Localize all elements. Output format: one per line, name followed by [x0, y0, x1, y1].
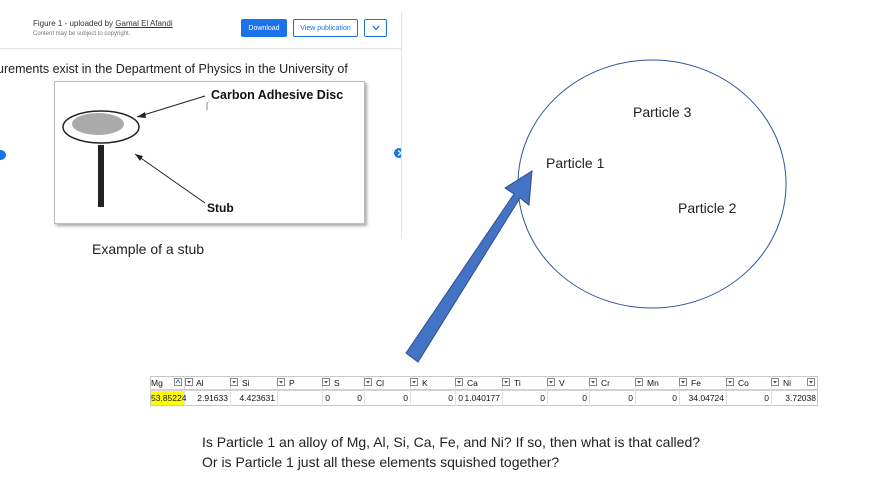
cell-ca-value[interactable]: 0: [458, 393, 463, 403]
filter-dropdown-icon[interactable]: [547, 378, 555, 386]
chevron-right-icon: [397, 150, 402, 156]
filter-dropdown-icon[interactable]: [679, 378, 687, 386]
viewer-edge: [401, 12, 402, 238]
stub-pointer-line: [134, 153, 206, 204]
question-line-1: Is Particle 1 an alloy of Mg, Al, Si, Ca…: [202, 434, 701, 450]
column-header-ti[interactable]: Ti: [502, 376, 547, 390]
sort-filter-icon[interactable]: [174, 378, 182, 386]
filter-dropdown-icon[interactable]: [322, 378, 330, 386]
filter-dropdown-icon[interactable]: [455, 378, 463, 386]
stub-diagram: [62, 95, 208, 207]
filter-dropdown-icon[interactable]: [230, 378, 238, 386]
cell-ni-value[interactable]: 3.72038: [785, 393, 816, 403]
stub-caption: Example of a stub: [92, 241, 205, 257]
column-header-mg[interactable]: Mg: [150, 376, 184, 390]
column-header-si[interactable]: Si: [230, 376, 277, 390]
particle-1-label: Particle 1: [546, 155, 605, 171]
column-header-v[interactable]: V: [547, 376, 589, 390]
element-composition-table: Mg Al Si P S Cl K: [150, 376, 818, 406]
column-header-k[interactable]: K: [410, 376, 455, 390]
stub-pointer-head: [135, 154, 143, 161]
filter-dropdown-icon[interactable]: [589, 378, 597, 386]
column-header-ni[interactable]: Ni: [771, 376, 818, 390]
column-header-p[interactable]: P: [277, 376, 322, 390]
filter-dropdown-icon[interactable]: [185, 378, 193, 386]
carbon-adhesive-disc-label: Carbon Adhesive Disc: [211, 88, 344, 102]
column-header-s[interactable]: S: [322, 376, 364, 390]
next-figure-button[interactable]: [394, 148, 402, 158]
cell-si-value[interactable]: 4.423631: [239, 393, 275, 403]
figure-viewer: Figure 1 - uploaded by Gamal El Afandi C…: [0, 0, 402, 238]
cell-cl-value[interactable]: 0: [403, 393, 408, 403]
download-button[interactable]: Download: [241, 19, 287, 37]
filter-dropdown-icon[interactable]: [277, 378, 285, 386]
particle-3-label: Particle 3: [633, 104, 692, 120]
question-text: Is Particle 1 an alloy of Mg, Al, Si, Ca…: [202, 432, 700, 472]
header-divider: [0, 48, 402, 49]
filter-dropdown-icon[interactable]: [502, 378, 510, 386]
view-publication-button[interactable]: View publication: [293, 19, 358, 37]
stub-figure: Carbon Adhesive Disc Stub: [54, 81, 365, 224]
column-header-fe[interactable]: Fe: [679, 376, 726, 390]
filter-dropdown-icon[interactable]: [726, 378, 734, 386]
cell-v-value[interactable]: 0: [540, 393, 545, 403]
paper-text-line: urements exist in the Department of Phys…: [0, 62, 348, 76]
column-header-co[interactable]: Co: [726, 376, 771, 390]
stub-label: Stub: [207, 201, 234, 215]
figure-title: Figure 1 - uploaded by Gamal El Afandi: [33, 19, 173, 28]
stub-post: [98, 145, 104, 207]
particle-2-label: Particle 2: [678, 200, 737, 216]
column-header-cr[interactable]: Cr: [589, 376, 635, 390]
more-options-button[interactable]: [364, 19, 387, 37]
cell-ti-value[interactable]: 1.040177: [464, 393, 500, 403]
cell-fe-value[interactable]: 34.04724: [688, 393, 724, 403]
particle-circle: [517, 59, 787, 309]
question-line-2: Or is Particle 1 just all these elements…: [202, 454, 560, 470]
cell-extra-value[interactable]: 0: [325, 393, 330, 403]
filter-dropdown-icon[interactable]: [410, 378, 418, 386]
previous-figure-button[interactable]: [0, 150, 6, 160]
copyright-note: Content may be subject to copyright.: [33, 31, 131, 37]
disc-pointer-line: [136, 95, 206, 118]
filter-dropdown-icon[interactable]: [364, 378, 372, 386]
carbon-disc: [72, 113, 124, 135]
cell-s-value[interactable]: 0: [357, 393, 362, 403]
cell-al-value[interactable]: 2.91633: [197, 393, 228, 403]
column-header-mn[interactable]: Mn: [635, 376, 679, 390]
filter-dropdown-icon[interactable]: [635, 378, 643, 386]
chevron-down-icon: [372, 25, 379, 31]
cell-p-value[interactable]: [277, 391, 322, 405]
author-link[interactable]: Gamal El Afandi: [115, 19, 173, 28]
pointer-arrow: [405, 170, 533, 363]
cell-mg-value[interactable]: 53.85224: [151, 391, 187, 405]
filter-dropdown-icon[interactable]: [807, 378, 815, 386]
cell-mn-value[interactable]: 0: [628, 393, 633, 403]
column-header-ca[interactable]: Ca: [455, 376, 502, 390]
cell-fe-zero-value[interactable]: 0: [672, 393, 677, 403]
column-header-al[interactable]: Al: [184, 376, 230, 390]
disc-pointer-head: [137, 112, 146, 118]
cell-co-value[interactable]: 0: [764, 393, 769, 403]
column-header-cl[interactable]: Cl: [364, 376, 410, 390]
filter-dropdown-icon[interactable]: [771, 378, 779, 386]
cell-k-value[interactable]: 0: [448, 393, 453, 403]
cell-cr-value[interactable]: 0: [582, 393, 587, 403]
